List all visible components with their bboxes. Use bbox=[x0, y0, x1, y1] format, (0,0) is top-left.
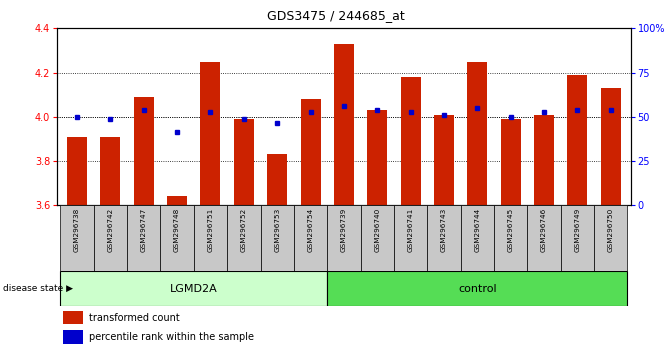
Bar bbox=[60, 205, 94, 271]
Bar bbox=[594, 205, 627, 271]
Bar bbox=[94, 205, 127, 271]
Bar bbox=[60, 271, 327, 306]
Bar bbox=[568, 75, 587, 205]
Text: GSM296741: GSM296741 bbox=[407, 207, 413, 252]
Bar bbox=[134, 97, 154, 205]
Bar bbox=[301, 99, 321, 205]
Bar bbox=[234, 119, 254, 205]
Text: GSM296746: GSM296746 bbox=[541, 207, 547, 252]
Text: GSM296754: GSM296754 bbox=[307, 207, 313, 252]
Bar bbox=[561, 205, 594, 271]
Text: GSM296739: GSM296739 bbox=[341, 207, 347, 252]
Bar bbox=[527, 205, 561, 271]
Bar bbox=[367, 110, 387, 205]
Bar bbox=[501, 119, 521, 205]
Bar bbox=[167, 196, 187, 205]
Text: percentile rank within the sample: percentile rank within the sample bbox=[89, 332, 254, 342]
Text: GSM296753: GSM296753 bbox=[274, 207, 280, 252]
Bar bbox=[467, 62, 487, 205]
Text: GSM296743: GSM296743 bbox=[441, 207, 447, 252]
Bar bbox=[267, 154, 287, 205]
Bar bbox=[67, 137, 87, 205]
Bar bbox=[601, 88, 621, 205]
Text: control: control bbox=[458, 284, 497, 293]
Bar bbox=[127, 205, 160, 271]
Bar bbox=[327, 205, 360, 271]
Bar bbox=[494, 205, 527, 271]
Bar bbox=[294, 205, 327, 271]
Bar bbox=[360, 205, 394, 271]
Bar bbox=[260, 205, 294, 271]
Bar bbox=[63, 330, 83, 344]
Text: GSM296740: GSM296740 bbox=[374, 207, 380, 252]
Bar bbox=[427, 205, 460, 271]
Text: GSM296745: GSM296745 bbox=[508, 207, 514, 252]
Bar bbox=[460, 205, 494, 271]
Text: GDS3475 / 244685_at: GDS3475 / 244685_at bbox=[266, 9, 405, 22]
Bar bbox=[194, 205, 227, 271]
Bar bbox=[227, 205, 260, 271]
Text: GSM296751: GSM296751 bbox=[207, 207, 213, 252]
Text: GSM296744: GSM296744 bbox=[474, 207, 480, 252]
Bar bbox=[534, 115, 554, 205]
Text: GSM296742: GSM296742 bbox=[107, 207, 113, 252]
Text: GSM296738: GSM296738 bbox=[74, 207, 80, 252]
Text: GSM296749: GSM296749 bbox=[574, 207, 580, 252]
Text: transformed count: transformed count bbox=[89, 313, 180, 323]
Text: disease state ▶: disease state ▶ bbox=[3, 284, 73, 293]
Text: GSM296747: GSM296747 bbox=[141, 207, 147, 252]
Text: GSM296752: GSM296752 bbox=[241, 207, 247, 252]
Bar bbox=[434, 115, 454, 205]
Bar bbox=[394, 205, 427, 271]
Text: GSM296750: GSM296750 bbox=[608, 207, 614, 252]
Bar bbox=[201, 62, 221, 205]
Bar bbox=[63, 311, 83, 324]
Bar bbox=[327, 271, 627, 306]
Bar bbox=[334, 44, 354, 205]
Bar bbox=[160, 205, 194, 271]
Text: GSM296748: GSM296748 bbox=[174, 207, 180, 252]
Bar bbox=[401, 77, 421, 205]
Text: LGMD2A: LGMD2A bbox=[170, 284, 217, 293]
Bar bbox=[101, 137, 120, 205]
